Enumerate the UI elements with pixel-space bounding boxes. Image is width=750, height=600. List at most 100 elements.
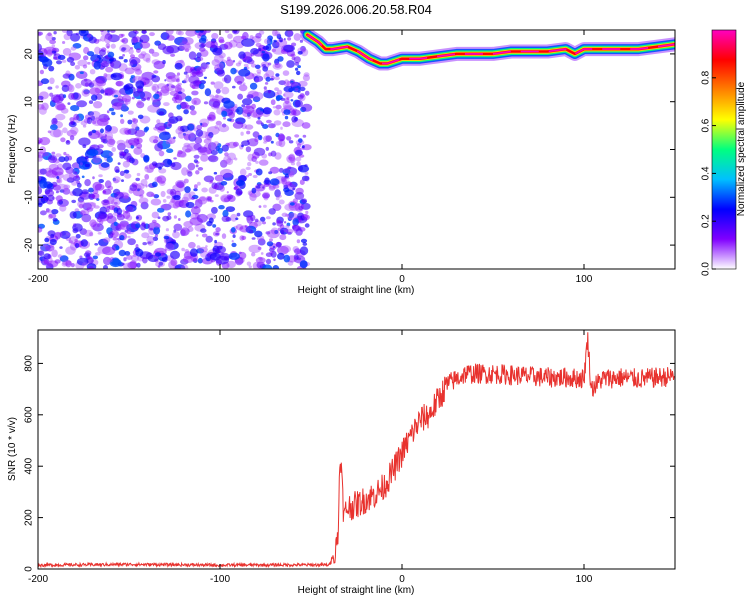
spectrogram-x-tick-label: 0 bbox=[399, 274, 405, 285]
noise-blob bbox=[228, 111, 236, 119]
noise-blob bbox=[292, 217, 300, 226]
noise-blob bbox=[254, 137, 259, 143]
noise-blob bbox=[188, 51, 197, 60]
noise-blob bbox=[82, 202, 92, 211]
noise-blob bbox=[268, 171, 273, 175]
noise-blob bbox=[71, 169, 76, 173]
noise-blob bbox=[87, 50, 90, 54]
noise-blob bbox=[126, 159, 131, 163]
noise-blob bbox=[225, 206, 236, 213]
noise-blob bbox=[171, 162, 176, 168]
noise-blob bbox=[250, 53, 254, 57]
noise-blob bbox=[227, 152, 237, 161]
noise-blob bbox=[291, 116, 298, 123]
snr-y-label: SNR (10 * v/v) bbox=[7, 417, 18, 481]
noise-blob bbox=[221, 110, 228, 118]
noise-blob bbox=[214, 174, 225, 182]
noise-blob bbox=[79, 71, 84, 74]
snr-y-axis: 0 200 400 600 800 bbox=[24, 355, 675, 572]
noise-blob bbox=[72, 188, 83, 197]
noise-blob bbox=[238, 51, 246, 59]
noise-blob bbox=[104, 134, 108, 138]
noise-blob bbox=[223, 100, 235, 109]
noise-blob bbox=[299, 93, 305, 98]
noise-blob bbox=[257, 72, 261, 75]
noise-blob bbox=[222, 172, 234, 181]
noise-blob bbox=[88, 100, 94, 104]
noise-blob bbox=[195, 56, 202, 63]
noise-blob bbox=[38, 186, 43, 195]
noise-blob bbox=[233, 104, 238, 109]
noise-blob bbox=[179, 101, 187, 109]
noise-blob bbox=[126, 215, 133, 221]
noise-blob bbox=[198, 246, 208, 253]
noise-blob bbox=[241, 38, 255, 47]
noise-blob bbox=[257, 116, 261, 120]
noise-blob bbox=[74, 238, 78, 242]
noise-blob bbox=[182, 133, 187, 136]
noise-blob bbox=[284, 174, 290, 179]
noise-blob bbox=[205, 41, 216, 49]
noise-blob bbox=[83, 91, 88, 95]
noise-blob bbox=[133, 76, 137, 81]
noise-blob bbox=[282, 93, 286, 97]
noise-blob bbox=[258, 205, 262, 208]
noise-blob bbox=[147, 104, 160, 113]
noise-blob bbox=[123, 169, 130, 174]
noise-blob bbox=[91, 79, 104, 87]
noise-blob bbox=[83, 252, 91, 257]
noise-blob bbox=[61, 59, 67, 63]
noise-blob bbox=[152, 85, 157, 91]
noise-blob bbox=[212, 100, 221, 109]
snr-y-tick-label: 0 bbox=[24, 566, 35, 572]
noise-blob bbox=[174, 94, 183, 104]
noise-blob bbox=[38, 226, 43, 233]
noise-blob bbox=[231, 242, 237, 248]
noise-blob bbox=[272, 30, 278, 37]
noise-blob bbox=[38, 168, 44, 175]
noise-blob bbox=[47, 32, 52, 37]
noise-blob bbox=[135, 183, 145, 190]
noise-blob bbox=[93, 61, 101, 70]
noise-edge-blob bbox=[299, 260, 308, 269]
noise-blob bbox=[109, 258, 122, 268]
noise-blob bbox=[206, 213, 216, 220]
noise-blob bbox=[82, 262, 88, 267]
noise-blob bbox=[100, 139, 106, 143]
noise-blob bbox=[197, 257, 203, 264]
noise-blob bbox=[42, 58, 53, 67]
noise-blob bbox=[113, 221, 118, 226]
noise-blob bbox=[153, 194, 160, 199]
noise-blob bbox=[68, 240, 73, 244]
noise-blob bbox=[130, 75, 136, 79]
noise-blob bbox=[115, 245, 120, 251]
noise-blob bbox=[47, 154, 58, 164]
noise-blob bbox=[250, 63, 257, 68]
noise-blob bbox=[275, 38, 288, 47]
noise-blob bbox=[62, 41, 66, 44]
noise-blob bbox=[185, 74, 190, 79]
noise-blob bbox=[200, 34, 207, 42]
noise-blob bbox=[255, 160, 259, 164]
noise-blob bbox=[208, 217, 214, 224]
noise-blob bbox=[170, 250, 180, 260]
noise-blob bbox=[255, 185, 261, 189]
noise-blob bbox=[167, 159, 172, 165]
noise-blob bbox=[281, 212, 288, 217]
noise-blob bbox=[122, 160, 130, 168]
noise-blob bbox=[142, 53, 151, 62]
spectrogram-x-tick-label: -200 bbox=[28, 274, 48, 285]
noise-blob bbox=[91, 94, 98, 101]
spectrogram-noise-layer bbox=[38, 30, 313, 269]
noise-blob bbox=[187, 171, 193, 177]
noise-blob bbox=[59, 246, 63, 249]
noise-blob bbox=[116, 102, 128, 110]
noise-blob bbox=[104, 180, 112, 189]
noise-blob bbox=[191, 90, 199, 96]
noise-blob bbox=[154, 162, 164, 169]
noise-blob bbox=[251, 237, 256, 240]
noise-blob bbox=[226, 56, 231, 62]
noise-blob bbox=[107, 196, 115, 205]
noise-blob bbox=[274, 76, 280, 81]
